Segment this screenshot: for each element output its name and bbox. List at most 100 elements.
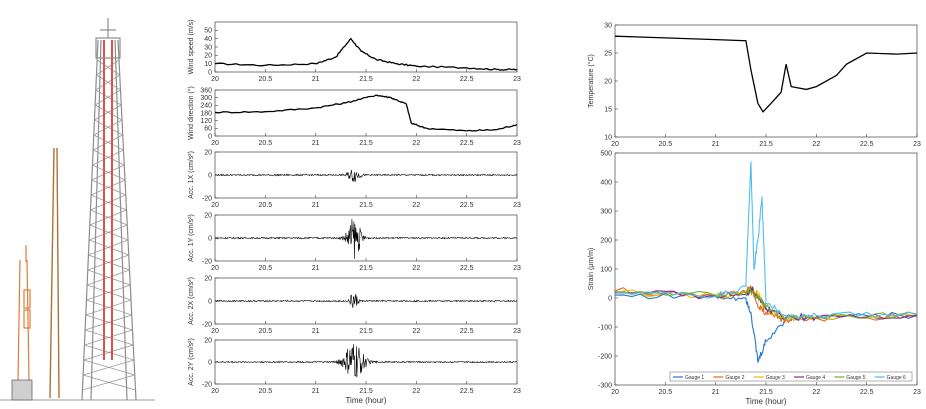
tower-brace bbox=[93, 119, 123, 136]
tower-brace bbox=[82, 374, 135, 391]
small-tower-base bbox=[11, 379, 33, 401]
x-tick-label: 20 bbox=[211, 265, 219, 272]
y-tick-label: 400 bbox=[600, 179, 612, 186]
y-axis-label: Acc. 2Y (cm/s²) bbox=[188, 338, 195, 386]
temperature-strain-panels: 10 15 20 25 30 20 20.5 21 21.5 22 22.5 23 Temperatur… bbox=[587, 22, 921, 406]
series-line bbox=[614, 161, 918, 320]
panel-acc-1y: -20 0 20 20 20.5 21 21.5 22 22.5 23 Acc. 1Y (cm/s²… bbox=[188, 212, 521, 272]
y-tick-label: 300 bbox=[600, 208, 612, 215]
y-tick-label: 0 bbox=[208, 133, 212, 140]
tower-brace bbox=[92, 149, 124, 166]
x-tick-label: 21.5 bbox=[359, 265, 373, 272]
x-tick-label: 21.5 bbox=[359, 202, 373, 209]
x-tick-label: 22.5 bbox=[460, 265, 474, 272]
x-tick-label: 22 bbox=[412, 140, 420, 147]
x-tick-label: 22.5 bbox=[460, 328, 474, 335]
acceleration-trace bbox=[214, 343, 517, 378]
tower-brace bbox=[86, 269, 130, 286]
legend-label: Gauge 6 bbox=[887, 375, 906, 381]
x-tick-label: 20 bbox=[611, 141, 619, 148]
tower-brace bbox=[85, 299, 132, 316]
x-tick-label: 21 bbox=[312, 328, 320, 335]
x-tick-label: 23 bbox=[513, 140, 521, 147]
x-tick-label: 21.5 bbox=[359, 328, 373, 335]
x-tick-label: 23 bbox=[513, 328, 521, 335]
tower-brace bbox=[83, 344, 134, 361]
x-tick-label: 20.5 bbox=[259, 140, 273, 147]
x-tick-label: 21.5 bbox=[359, 388, 373, 395]
y-tick-label: 200 bbox=[600, 237, 612, 244]
y-tick-label: 0 bbox=[208, 172, 212, 179]
x-tick-label: 22.5 bbox=[460, 140, 474, 147]
y-tick-label: 0 bbox=[608, 295, 612, 302]
y-axis-label: Acc. 2X (cm/s²) bbox=[188, 277, 195, 325]
x-tick-label: 20 bbox=[211, 202, 219, 209]
plot-frame bbox=[614, 24, 918, 138]
small-tower bbox=[17, 245, 31, 381]
tower-brace bbox=[89, 209, 127, 226]
y-tick-label: -200 bbox=[598, 353, 612, 360]
x-tick-label: 23 bbox=[513, 388, 521, 395]
x-tick-label: 20.5 bbox=[259, 202, 273, 209]
legend-box bbox=[669, 371, 913, 382]
x-tick-label: 22 bbox=[412, 328, 420, 335]
x-tick-label: 22 bbox=[412, 265, 420, 272]
panel-acc-2y: -20 0 20 20 20.5 21 21.5 22 22.5 23 Acc. 2Y (cm/s²… bbox=[188, 337, 521, 405]
tower-brace bbox=[96, 59, 120, 76]
x-tick-label: 23 bbox=[913, 389, 921, 396]
x-tick-label: 22.5 bbox=[460, 388, 474, 395]
tower-brace bbox=[92, 134, 123, 151]
y-tick-label: 100 bbox=[600, 266, 612, 273]
y-tick-label: -20 bbox=[202, 381, 212, 388]
x-tick-label: 20 bbox=[211, 140, 219, 147]
x-tick-label: 20.5 bbox=[659, 141, 673, 148]
lattice-tower bbox=[81, 39, 137, 401]
x-tick-label: 21 bbox=[312, 140, 320, 147]
y-tick-label: 60 bbox=[204, 126, 212, 133]
x-tick-label: 20 bbox=[211, 388, 219, 395]
x-tick-label: 22.5 bbox=[460, 202, 474, 209]
y-tick-label: 0 bbox=[208, 235, 212, 242]
x-tick-label: 22.5 bbox=[860, 389, 874, 396]
y-axis-label: Acc. 1Y (cm/s²) bbox=[188, 214, 195, 262]
y-tick-label: -20 bbox=[202, 258, 212, 265]
tower-brace bbox=[91, 164, 125, 181]
tower-brace bbox=[90, 194, 126, 211]
x-tick-label: 21.5 bbox=[359, 76, 373, 83]
x-axis-label: Time (hour) bbox=[345, 396, 386, 405]
y-tick-label: 30 bbox=[204, 44, 212, 51]
y-tick-label: 300 bbox=[200, 95, 212, 102]
x-tick-label: 21 bbox=[312, 76, 320, 83]
tower-brace bbox=[95, 74, 120, 91]
x-tick-label: 21 bbox=[712, 389, 720, 396]
y-tick-label: 500 bbox=[600, 150, 612, 157]
y-tick-label: -20 bbox=[202, 321, 212, 328]
y-axis-label: Strain (μm/m) bbox=[588, 248, 595, 291]
y-tick-label: 0 bbox=[208, 359, 212, 366]
y-tick-label: 120 bbox=[200, 118, 212, 125]
x-tick-label: 21.5 bbox=[359, 140, 373, 147]
acceleration-trace bbox=[214, 169, 518, 182]
acceleration-trace bbox=[214, 218, 518, 260]
tower-brace bbox=[86, 284, 131, 301]
thin-mast bbox=[49, 147, 60, 399]
series-line bbox=[214, 37, 518, 71]
x-tick-label: 20.5 bbox=[259, 328, 273, 335]
x-tick-label: 22.5 bbox=[460, 76, 474, 83]
x-tick-label: 20 bbox=[211, 76, 219, 83]
y-axis-label: Wind speed (m/s) bbox=[188, 20, 195, 75]
tower-brace bbox=[94, 104, 122, 121]
tower-brace bbox=[84, 329, 133, 346]
tower-bracing bbox=[82, 59, 136, 391]
tower-brace bbox=[88, 239, 129, 256]
tower-brace bbox=[94, 89, 121, 106]
y-tick-label: 20 bbox=[204, 53, 212, 60]
y-tick-label: 20 bbox=[204, 337, 212, 344]
tower-brace bbox=[82, 359, 135, 376]
x-tick-label: 22 bbox=[412, 388, 420, 395]
y-tick-label: 40 bbox=[204, 36, 212, 43]
tower-brace bbox=[87, 254, 129, 271]
legend-label: Gauge 1 bbox=[685, 375, 704, 381]
y-tick-label: -100 bbox=[598, 324, 612, 331]
